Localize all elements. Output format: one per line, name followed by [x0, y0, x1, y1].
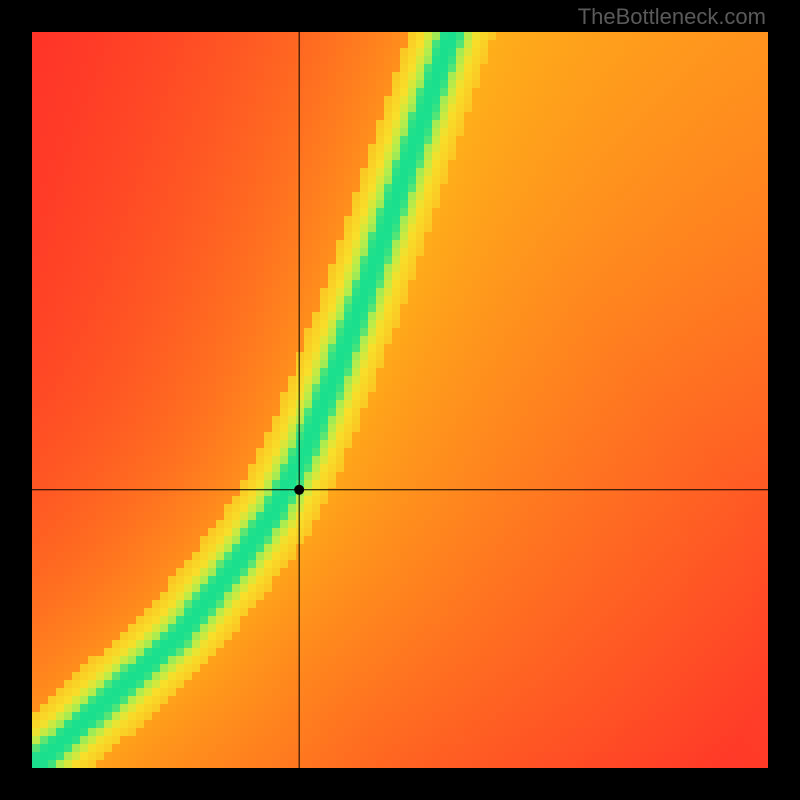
watermark-text: TheBottleneck.com: [578, 4, 766, 30]
chart-container: TheBottleneck.com: [0, 0, 800, 800]
plot-area: [32, 32, 768, 768]
heatmap-canvas: [32, 32, 768, 768]
